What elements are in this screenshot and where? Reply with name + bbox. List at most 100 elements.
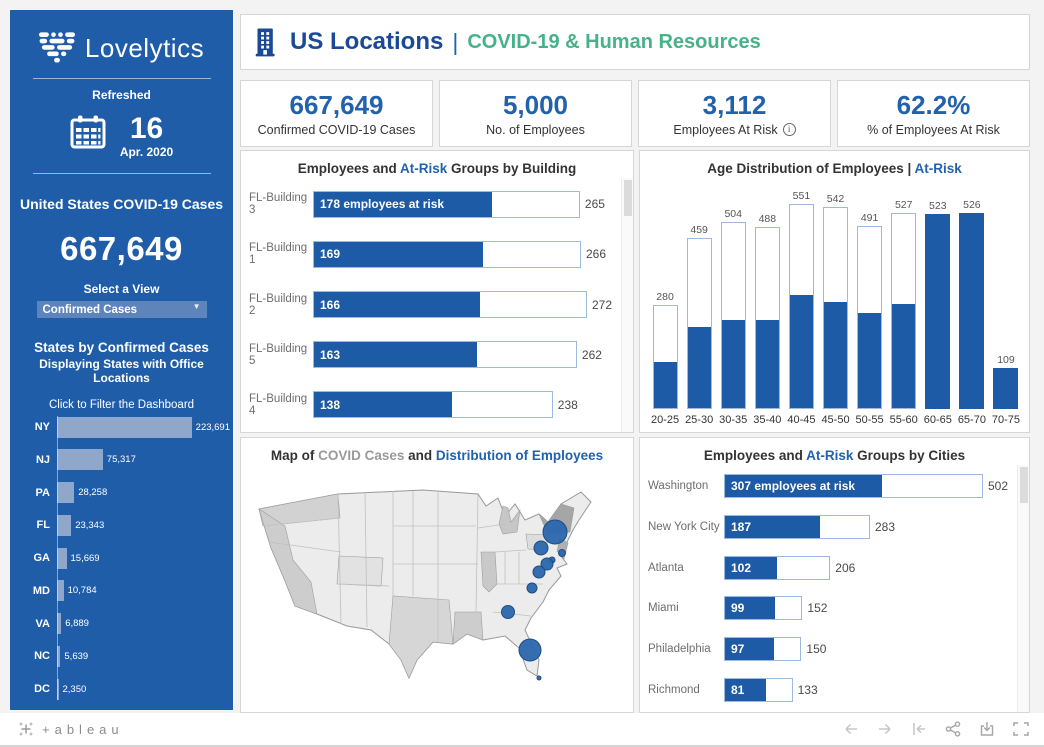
- state-bar[interactable]: [57, 482, 75, 503]
- employee-location-bubble[interactable]: [536, 675, 542, 681]
- employee-location-bubble[interactable]: [533, 540, 549, 556]
- title-text: Groups by Cities: [853, 448, 966, 463]
- at-risk-bar[interactable]: [994, 369, 1018, 408]
- age-bar-column: 504 30-35: [716, 177, 750, 428]
- at-risk-bar[interactable]: 99: [725, 597, 775, 620]
- total-employees-bar[interactable]: 187: [724, 515, 870, 539]
- employee-location-bubble[interactable]: [526, 582, 538, 594]
- total-employees-bar[interactable]: 169: [313, 240, 581, 268]
- state-bar[interactable]: [57, 645, 61, 667]
- at-risk-bar[interactable]: 163: [314, 342, 477, 368]
- age-bucket-label: 40-45: [787, 414, 816, 426]
- state-label: MD: [32, 584, 50, 597]
- category-label: Richmond: [648, 683, 700, 696]
- state-label: GA: [33, 552, 51, 564]
- view-select-dropdown[interactable]: Confirmed Cases ▼: [36, 301, 207, 318]
- state-bar[interactable]: [57, 580, 64, 602]
- total-employees-bar[interactable]: 166: [313, 291, 587, 318]
- total-employees-bar[interactable]: 102: [724, 555, 831, 580]
- kpi-label: % of Employees At Risk: [867, 122, 1000, 137]
- total-employees-bar[interactable]: [754, 227, 780, 409]
- total-employees-bar[interactable]: [686, 238, 712, 409]
- at-risk-bar[interactable]: 138: [314, 392, 452, 418]
- sidebar: Lovelytics Refreshed 16 Apr. 2020: [10, 10, 233, 710]
- tableau-toolbar: +ableau: [0, 713, 1044, 747]
- kpi-value: 3,112: [702, 89, 767, 120]
- at-risk-bar[interactable]: [721, 319, 745, 408]
- map-title: Map of COVID Cases and Distribution of E…: [241, 448, 633, 463]
- at-risk-bar[interactable]: [892, 304, 916, 408]
- fullscreen-icon[interactable]: [1012, 721, 1030, 737]
- info-icon[interactable]: i: [782, 123, 796, 136]
- at-risk-bar[interactable]: 97: [725, 638, 774, 661]
- redo-icon[interactable]: [876, 721, 894, 737]
- at-risk-bar[interactable]: [926, 215, 950, 408]
- total-employees-bar[interactable]: [993, 368, 1019, 409]
- state-bar[interactable]: [57, 678, 59, 700]
- building-scrollbar[interactable]: [621, 178, 633, 432]
- total-value: 262: [581, 347, 602, 362]
- bar-wrap: 166 272: [313, 291, 612, 318]
- at-risk-bar[interactable]: [755, 319, 779, 408]
- share-icon[interactable]: [944, 721, 962, 737]
- category-label: FL-Building 1: [249, 242, 308, 267]
- at-risk-bar[interactable]: 169: [314, 241, 483, 267]
- states-bar-chart: NY 223,691 NJ 75,317 PA 28,258 FL 23,343 GA 15,66…: [16, 412, 230, 704]
- at-risk-bar[interactable]: 81: [725, 678, 766, 701]
- total-value: 551: [792, 190, 811, 202]
- total-employees-bar[interactable]: [652, 304, 678, 409]
- employee-location-bubble[interactable]: [501, 605, 515, 619]
- state-bar[interactable]: [57, 547, 67, 569]
- building-bar-row: FL-Building 4 138 238: [249, 380, 617, 430]
- refresh-month-year: Apr. 2020: [119, 145, 174, 159]
- age-bucket-label: 60-65: [923, 414, 952, 426]
- at-risk-bar[interactable]: 166: [314, 292, 480, 317]
- state-bar[interactable]: [57, 449, 103, 471]
- at-risk-bar[interactable]: [687, 327, 711, 408]
- state-bar[interactable]: [57, 613, 62, 634]
- at-risk-bar[interactable]: [960, 214, 984, 408]
- employee-location-bubble[interactable]: [532, 565, 546, 579]
- total-value: 265: [584, 197, 605, 212]
- employee-location-bubble[interactable]: [518, 638, 542, 662]
- total-employees-bar[interactable]: [857, 226, 883, 409]
- at-risk-bar[interactable]: [824, 301, 848, 408]
- us-map[interactable]: [243, 464, 633, 704]
- reset-icon[interactable]: [910, 721, 928, 737]
- total-employees-bar[interactable]: [925, 214, 951, 409]
- state-label: FL: [36, 519, 50, 532]
- total-employees-bar[interactable]: 138: [313, 391, 553, 419]
- total-employees-bar[interactable]: 307 employees at risk: [724, 474, 983, 499]
- scrollbar-thumb[interactable]: [1020, 467, 1028, 503]
- at-risk-bar[interactable]: 102: [725, 556, 777, 579]
- at-risk-bar[interactable]: [789, 294, 813, 408]
- cities-bar-row: New York City 187 283: [648, 507, 1013, 548]
- category-label: Philadelphia: [648, 643, 711, 656]
- at-risk-value: 169: [320, 247, 341, 262]
- scrollbar-thumb[interactable]: [624, 180, 632, 216]
- total-employees-bar[interactable]: 178 employees at risk: [313, 190, 580, 218]
- employee-location-bubble[interactable]: [558, 549, 566, 557]
- total-employees-bar[interactable]: 81: [724, 677, 793, 702]
- download-icon[interactable]: [978, 721, 996, 737]
- at-risk-bar[interactable]: [653, 361, 677, 408]
- employee-location-bubble[interactable]: [540, 557, 554, 571]
- total-employees-bar[interactable]: 97: [724, 637, 802, 662]
- at-risk-bar[interactable]: 307 employees at risk: [725, 475, 883, 498]
- total-employees-bar[interactable]: [720, 221, 746, 409]
- cities-scrollbar[interactable]: [1017, 465, 1029, 712]
- state-bar[interactable]: [57, 416, 192, 438]
- total-employees-bar[interactable]: [959, 213, 985, 409]
- total-employees-bar[interactable]: [891, 212, 917, 409]
- total-employees-bar[interactable]: [823, 207, 849, 409]
- total-employees-bar[interactable]: [788, 204, 814, 409]
- age-bar-column: 527 55-60: [887, 177, 921, 428]
- total-employees-bar[interactable]: 163: [313, 341, 577, 369]
- undo-icon[interactable]: [842, 721, 860, 737]
- total-employees-bar[interactable]: 99: [724, 596, 803, 621]
- at-risk-bar[interactable]: [858, 313, 882, 408]
- state-bar[interactable]: [57, 514, 72, 536]
- at-risk-bar[interactable]: 187: [725, 516, 821, 538]
- at-risk-bar[interactable]: 178 employees at risk: [314, 191, 492, 217]
- employee-location-bubble[interactable]: [542, 519, 568, 545]
